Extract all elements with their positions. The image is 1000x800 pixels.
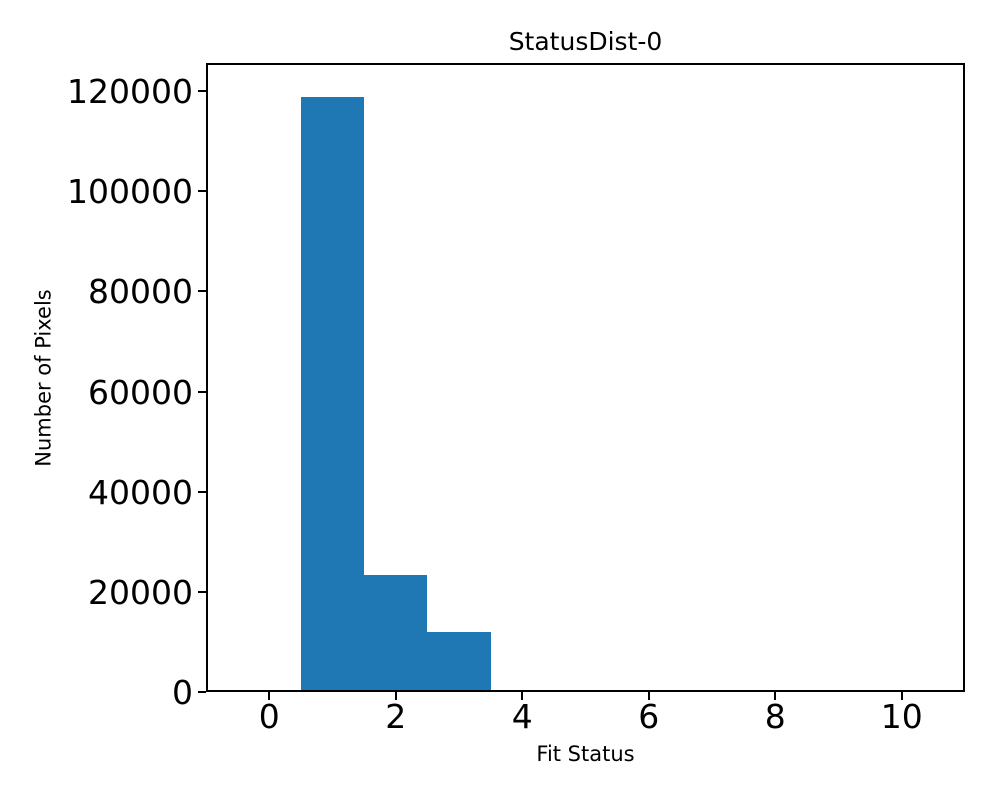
y-tick-mark	[198, 290, 206, 293]
x-tick-label: 2	[385, 697, 407, 736]
y-tick-label: 120000	[67, 72, 193, 112]
x-tick-mark	[647, 692, 650, 700]
y-tick-mark	[198, 691, 206, 693]
y-tick-mark	[198, 190, 206, 193]
x-tick-mark	[521, 692, 524, 700]
x-tick-mark	[268, 692, 271, 700]
x-tick-mark	[774, 692, 777, 700]
y-tick-label: 100000	[67, 172, 193, 212]
x-tick-mark	[900, 692, 903, 700]
x-tick-label: 0	[258, 697, 280, 736]
y-tick-label: 60000	[88, 372, 193, 412]
y-tick-label: 80000	[88, 272, 193, 312]
x-tick-label: 4	[511, 697, 533, 736]
y-tick-mark	[198, 390, 206, 393]
chart-title: StatusDist-0	[508, 27, 663, 56]
histogram-bar	[427, 631, 491, 692]
x-axis-label: Fit Status	[536, 742, 635, 766]
x-tick-label: 10	[880, 697, 923, 736]
histogram-bar	[300, 97, 365, 692]
y-tick-label: 0	[172, 673, 193, 712]
x-tick-label: 8	[764, 697, 786, 736]
y-tick-mark	[198, 90, 206, 93]
histogram-bar	[364, 574, 428, 692]
plot-area	[206, 63, 965, 692]
x-tick-label: 6	[638, 697, 660, 736]
y-tick-mark	[198, 490, 206, 493]
x-tick-mark	[394, 692, 397, 700]
y-tick-label: 40000	[88, 472, 193, 512]
y-tick-label: 20000	[88, 572, 193, 612]
y-tick-mark	[198, 590, 206, 593]
